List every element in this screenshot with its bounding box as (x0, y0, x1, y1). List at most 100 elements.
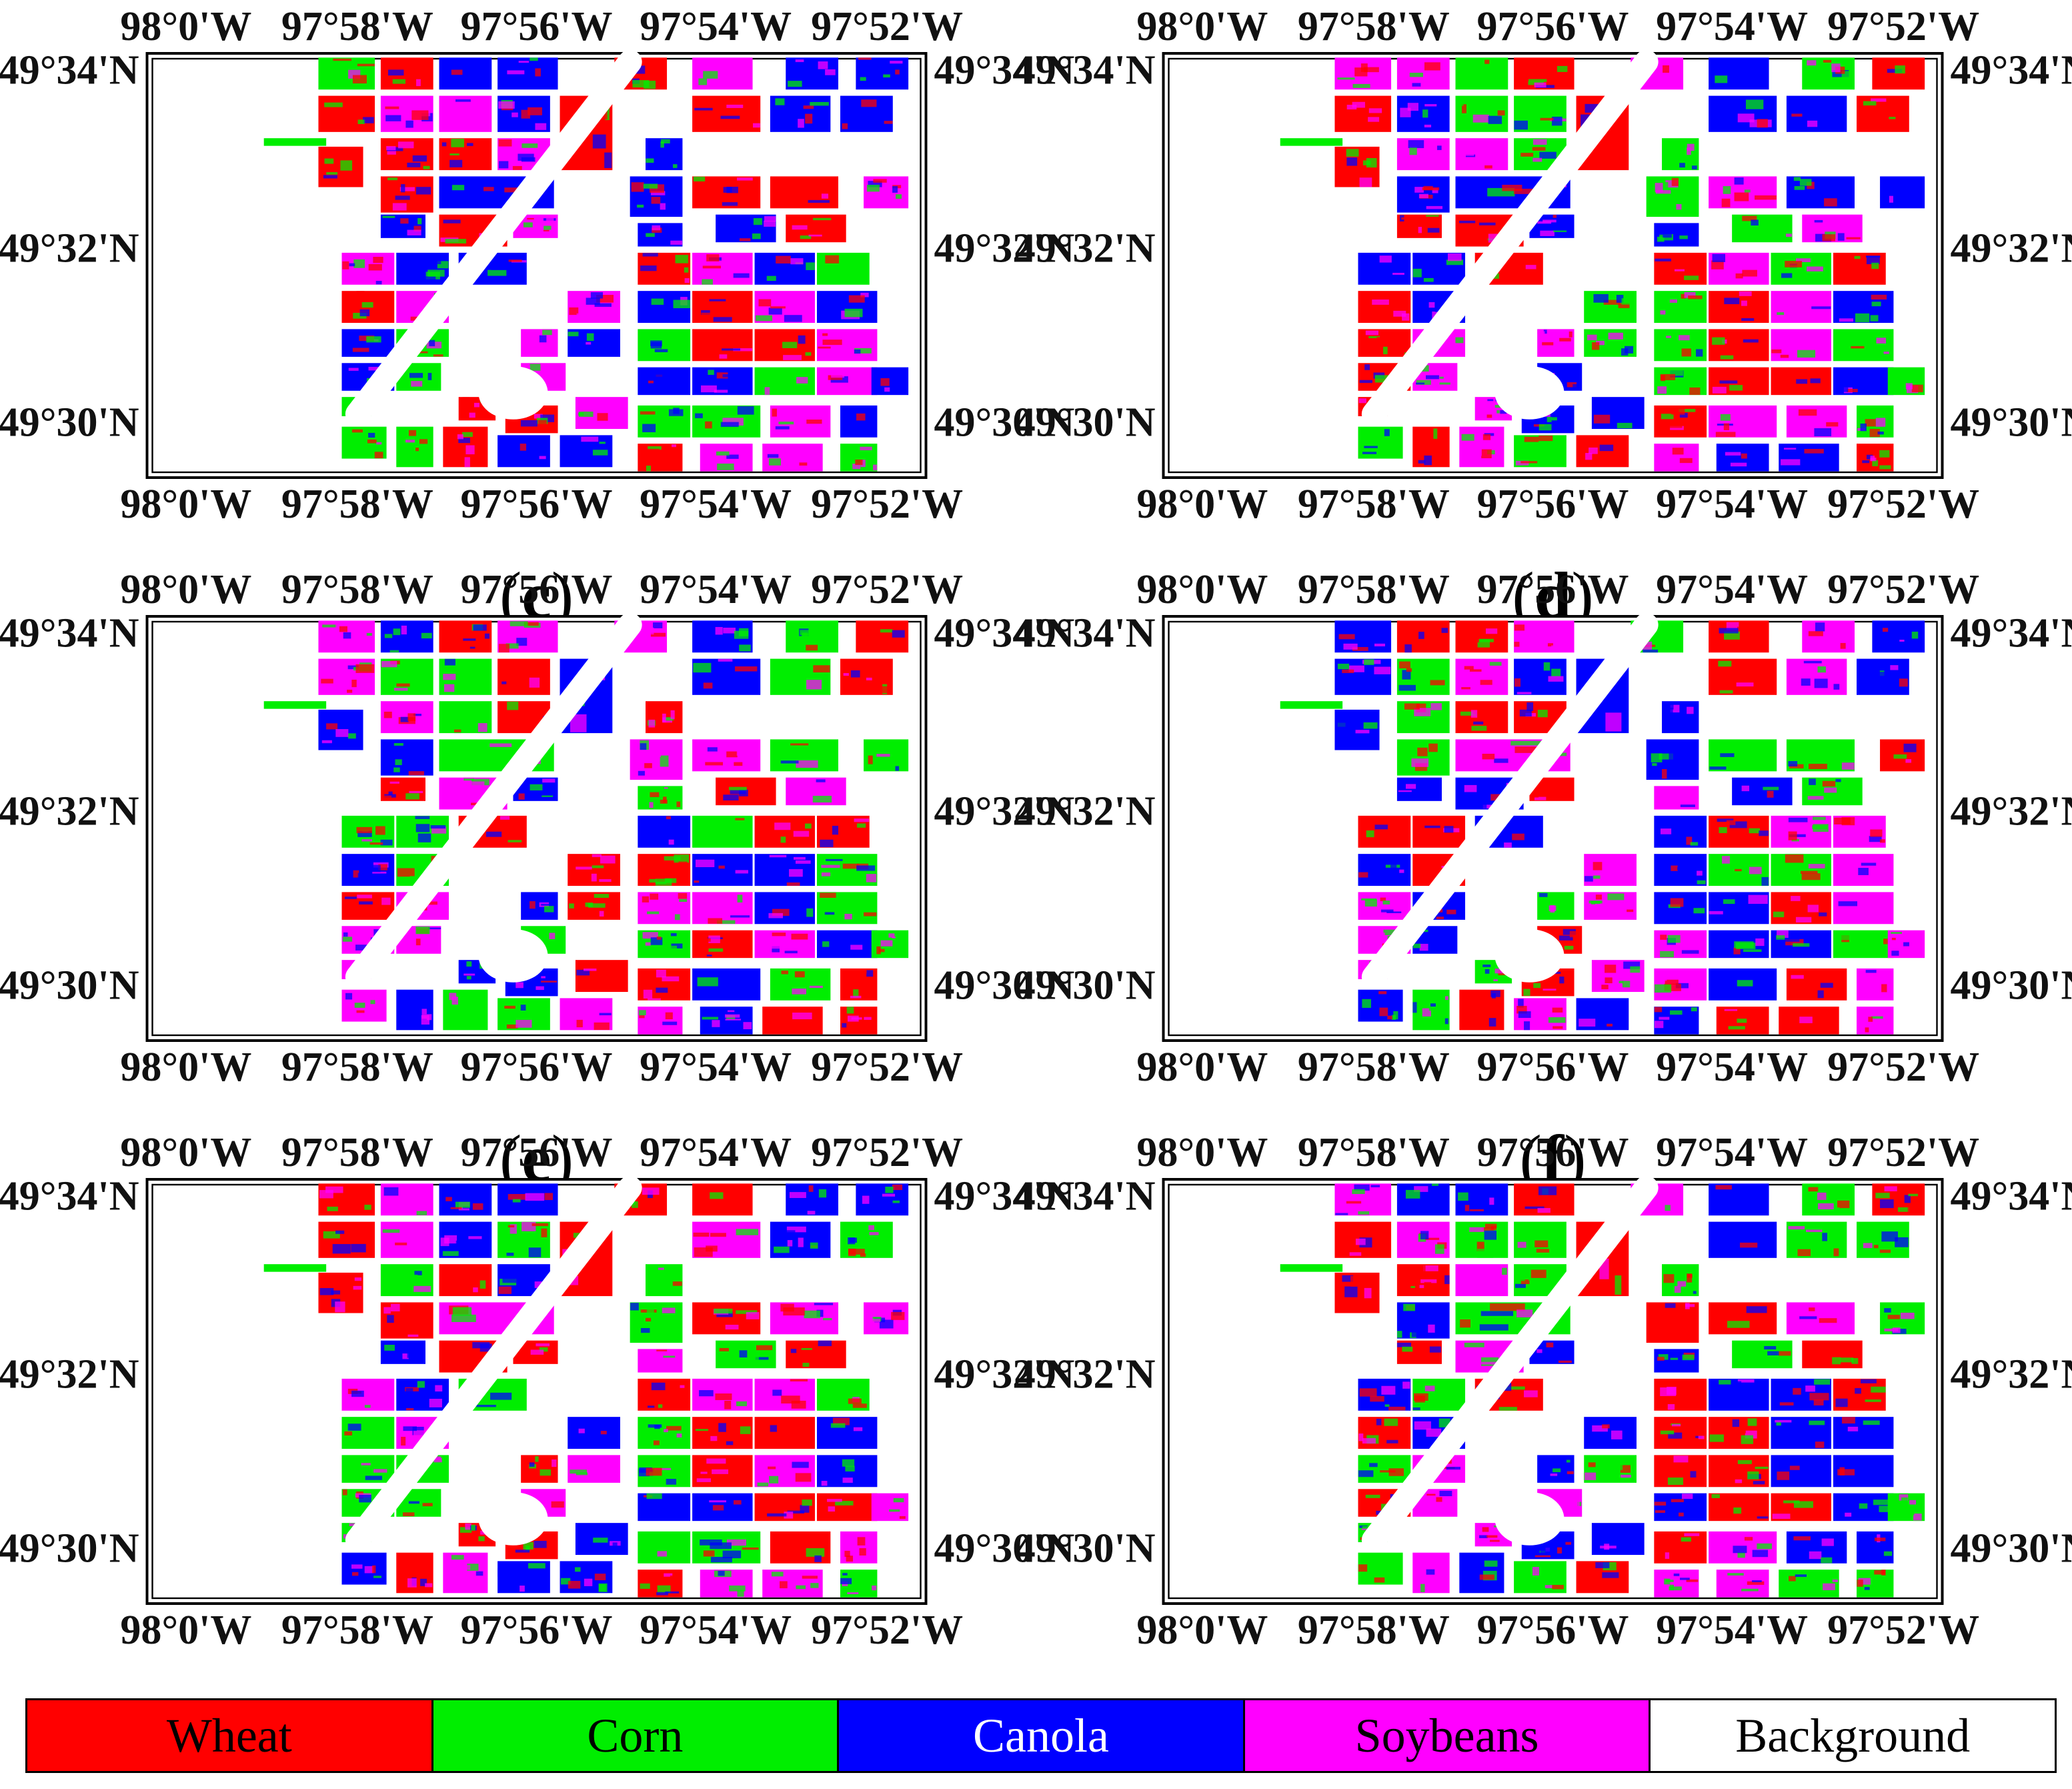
lon-label-bottom: 98°0'W (120, 1045, 251, 1090)
speckle (899, 1516, 906, 1520)
speckle (1364, 364, 1370, 370)
lon-label-top: 97°58'W (1298, 4, 1450, 49)
speckle (730, 1430, 746, 1438)
speckle (826, 858, 843, 861)
speckle (1378, 991, 1387, 995)
speckle (520, 420, 538, 427)
speckle (1426, 1428, 1442, 1437)
crop-field (700, 1007, 753, 1035)
speckle (1548, 676, 1564, 682)
speckle (1439, 376, 1444, 379)
speckle (1679, 1578, 1690, 1580)
speckle (845, 423, 856, 429)
speckle (498, 644, 509, 653)
speckle (1653, 638, 1666, 647)
legend-wheat: Wheat (27, 1700, 433, 1771)
speckle (1362, 1526, 1372, 1529)
speckle (417, 217, 422, 225)
speckle (1808, 631, 1823, 636)
speckle (1362, 452, 1377, 454)
speckle (477, 723, 487, 732)
speckle (794, 185, 812, 194)
lon-label-bottom: 97°52'W (1827, 1045, 1979, 1090)
speckle (1611, 1430, 1623, 1439)
background-patch (478, 366, 548, 420)
speckle (646, 1467, 662, 1476)
speckle (573, 1233, 582, 1238)
speckle (1817, 990, 1824, 999)
speckle (656, 969, 666, 978)
speckle (1567, 1471, 1574, 1474)
speckle (644, 461, 657, 467)
speckle (701, 312, 713, 317)
speckle (578, 412, 594, 417)
speckle (1677, 454, 1684, 459)
speckle (375, 281, 382, 285)
speckle (1697, 880, 1706, 884)
speckle (1655, 984, 1672, 993)
speckle (405, 310, 415, 317)
speckle (735, 870, 748, 874)
speckle (1858, 868, 1869, 875)
speckle (656, 1542, 673, 1550)
speckle (739, 1350, 748, 1358)
speckle (397, 1578, 407, 1585)
speckle (848, 295, 865, 303)
speckle (1684, 291, 1696, 298)
lat-label-left: 49°34'N (0, 610, 139, 656)
speckle (695, 859, 715, 868)
lat-label-left: 49°32'N (0, 789, 139, 834)
speckle (1667, 1477, 1683, 1485)
speckle (828, 1506, 836, 1512)
speckle (1679, 458, 1693, 464)
speckle (714, 390, 728, 393)
speckle (758, 1354, 775, 1357)
speckle (1551, 417, 1557, 421)
speckle (1797, 350, 1816, 358)
speckle (509, 621, 528, 626)
speckle (887, 645, 899, 652)
speckle (1808, 864, 1825, 868)
speckle (447, 663, 453, 673)
speckle (1477, 1249, 1494, 1258)
speckle (384, 1345, 395, 1351)
speckle (383, 76, 391, 85)
speckle (373, 1469, 387, 1473)
speckle (591, 873, 597, 882)
speckle (499, 816, 510, 820)
speckle (536, 986, 544, 991)
speckle (1593, 414, 1611, 424)
speckle (1528, 79, 1547, 82)
speckle (853, 989, 859, 998)
speckle (1605, 965, 1617, 973)
speckle (453, 729, 461, 732)
speckle (352, 75, 367, 84)
speckle (784, 315, 802, 322)
speckle (1569, 931, 1581, 938)
speckle (856, 388, 869, 392)
speckle (637, 204, 644, 208)
speckle (1514, 1283, 1526, 1288)
speckle (1593, 293, 1609, 303)
speckle (594, 894, 610, 899)
speckle (455, 99, 471, 102)
speckle (498, 101, 515, 109)
speckle (1753, 1481, 1765, 1485)
speckle (529, 677, 540, 688)
speckle (1865, 1027, 1869, 1033)
speckle (1663, 65, 1669, 73)
speckle (541, 65, 550, 70)
speckle (780, 836, 786, 843)
speckle (1809, 764, 1827, 769)
speckle (803, 1407, 811, 1409)
speckle (471, 802, 480, 806)
speckle (845, 389, 856, 394)
speckle (1409, 147, 1417, 155)
map-panel-e: 98°0'W98°0'W97°58'W97°58'W97°56'W97°56'W… (0, 567, 1074, 1195)
river-gap (345, 49, 642, 426)
classification-maps-figure: 98°0'W98°0'W97°58'W97°58'W97°56'W97°56'W… (0, 4, 2072, 1694)
speckle (752, 233, 761, 239)
speckle (868, 181, 882, 187)
speckle (490, 1392, 512, 1400)
speckle (646, 1305, 654, 1316)
